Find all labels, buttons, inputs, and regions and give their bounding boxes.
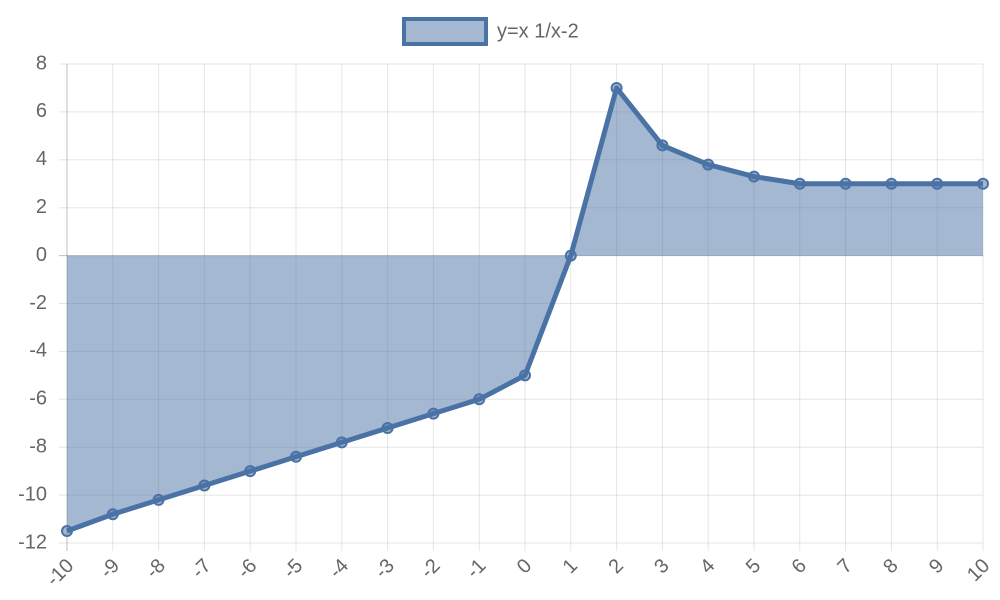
x-tick-label: 3 xyxy=(650,555,673,578)
x-tick-label: 9 xyxy=(925,555,948,578)
x-tick-label: -5 xyxy=(279,555,307,583)
legend-label: y=x 1/x-2 xyxy=(497,20,579,42)
point xyxy=(793,177,806,190)
y-tick-label: 0 xyxy=(36,244,47,266)
point xyxy=(473,393,486,406)
point xyxy=(152,493,165,506)
point xyxy=(610,81,623,94)
legend-swatch xyxy=(402,17,488,46)
x-tick-label: 10 xyxy=(963,555,994,586)
y-tick-label: 6 xyxy=(36,100,47,122)
point xyxy=(702,158,715,171)
y-tick-label: 8 xyxy=(36,52,47,74)
x-tick-label: 6 xyxy=(788,555,811,578)
point xyxy=(839,177,852,190)
point xyxy=(748,170,760,183)
y-tick-label: 4 xyxy=(36,148,47,170)
x-tick-label: -7 xyxy=(188,555,216,583)
x-tick-label: -4 xyxy=(325,555,353,583)
x-tick-label: 1 xyxy=(559,555,582,578)
x-tick-label: -10 xyxy=(42,555,78,591)
x-tick-label: 5 xyxy=(742,555,765,578)
y-tick-label: -6 xyxy=(29,388,47,410)
y-tick-label: 2 xyxy=(36,196,47,218)
y-tick-label: -10 xyxy=(18,483,47,505)
y-tick-label: -8 xyxy=(29,435,47,457)
point xyxy=(244,465,257,478)
point xyxy=(977,177,989,190)
point xyxy=(656,139,669,152)
x-tick-label: -2 xyxy=(417,555,445,583)
area xyxy=(67,87,983,532)
point xyxy=(198,479,211,492)
point xyxy=(427,407,440,420)
point xyxy=(290,450,302,463)
x-tick-label: 0 xyxy=(513,555,536,578)
x-tick-label: 4 xyxy=(696,555,719,578)
point xyxy=(381,422,394,435)
x-tick-label: 7 xyxy=(833,555,856,578)
point xyxy=(885,177,898,190)
x-tick-label: 8 xyxy=(879,555,902,578)
x-tick-label: -3 xyxy=(371,555,399,583)
point xyxy=(564,249,577,262)
x-tick-label: -1 xyxy=(462,555,490,583)
point xyxy=(931,177,944,190)
x-tick-label: -6 xyxy=(233,555,261,583)
x-tick-label: -8 xyxy=(142,555,170,583)
point xyxy=(335,436,348,449)
y-tick-label: -4 xyxy=(29,340,47,362)
y-tick-label: -2 xyxy=(29,292,47,314)
y-tick-label: -12 xyxy=(18,531,47,553)
x-tick-label: 2 xyxy=(604,555,627,578)
point xyxy=(519,369,531,382)
point xyxy=(61,525,73,538)
point xyxy=(106,508,119,521)
x-tick-label: -9 xyxy=(96,555,124,583)
